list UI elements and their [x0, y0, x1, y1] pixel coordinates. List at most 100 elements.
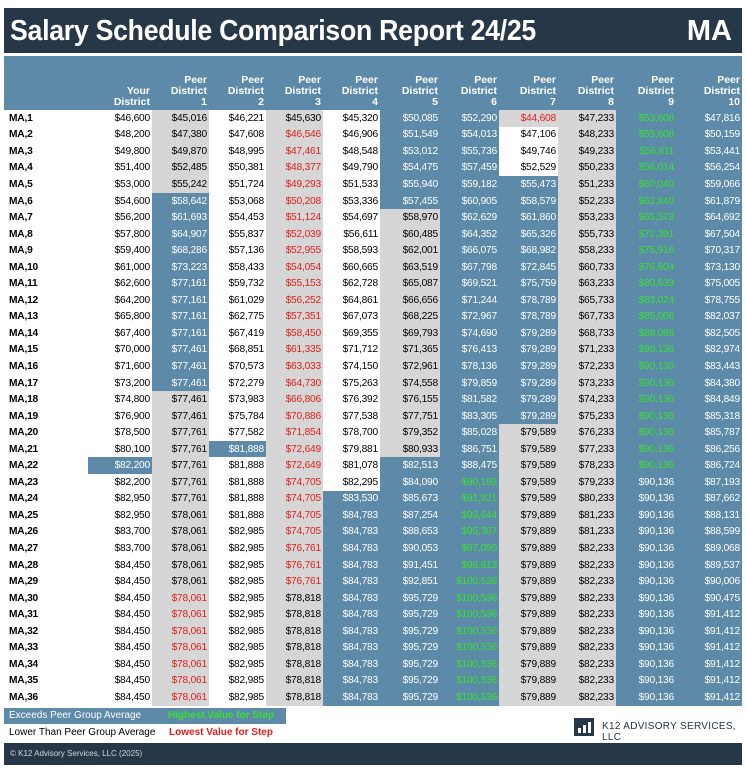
salary-cell: $84,450 [88, 556, 152, 574]
salary-cell: $67,073 [323, 308, 380, 326]
salary-cell: $72,279 [209, 374, 266, 392]
salary-cell: $79,589 [499, 457, 558, 475]
salary-cell: $74,150 [323, 358, 380, 375]
salary-cell: $46,906 [323, 126, 380, 144]
salary-cell: $53,608 [616, 110, 676, 127]
salary-cell: $74,705 [266, 507, 323, 524]
salary-cell: $55,940 [380, 176, 440, 193]
salary-cell: $73,233 [558, 374, 616, 392]
salary-cell: $64,200 [88, 292, 152, 309]
salary-cell: $84,783 [323, 639, 380, 657]
salary-cell: $44,608 [499, 110, 558, 127]
salary-cell: $84,090 [380, 474, 440, 491]
salary-cell: $51,233 [558, 176, 616, 193]
salary-cell: $68,286 [152, 242, 209, 259]
step-label: MA,30 [9, 592, 39, 604]
salary-cell: $85,787 [676, 424, 742, 441]
table-row: MA,28 $84,450 $78,061 $82,985 $76,761 $84,783… [4, 556, 742, 574]
salary-cell: $47,106 [499, 126, 558, 144]
salary-cell: $74,558 [380, 374, 440, 392]
salary-cell: $56,252 [266, 292, 323, 309]
header-line: District [401, 85, 438, 97]
table-row: MA,18 $74,800 $77,461 $73,983 $66,806 $76,392… [4, 391, 742, 408]
salary-cell: $63,033 [266, 358, 323, 375]
salary-cell: $60,733 [558, 258, 616, 276]
salary-cell: $53,068 [209, 192, 266, 210]
salary-cell: $58,579 [499, 192, 558, 210]
salary-cell: $81,233 [558, 523, 616, 541]
salary-cell: $77,761 [152, 474, 209, 491]
brand: K12 ADVISORY SERVICES, LLC [574, 718, 744, 743]
salary-cell: $79,889 [499, 606, 558, 623]
salary-cell: $57,351 [266, 308, 323, 326]
salary-cell: $68,225 [380, 308, 440, 326]
salary-cell: $76,900 [88, 407, 152, 425]
salary-cell: $78,818 [266, 639, 323, 657]
table-row: MA,30 $84,450 $78,061 $82,985 $78,818 $84,783… [4, 589, 742, 607]
salary-cell: $78,061 [152, 656, 209, 673]
salary-cell: $90,136 [616, 507, 676, 524]
salary-cell: $90,136 [616, 474, 676, 491]
salary-cell: $78,818 [266, 672, 323, 690]
salary-cell: $69,521 [440, 275, 499, 293]
step-label: MA,18 [9, 394, 39, 406]
salary-cell: $91,921 [440, 490, 499, 508]
salary-cell: $98,813 [440, 556, 499, 574]
salary-cell: $61,860 [499, 209, 558, 226]
salary-cell: $78,233 [558, 457, 616, 475]
salary-cell: $72,649 [266, 457, 323, 475]
salary-cell: $85,008 [616, 308, 676, 326]
copyright-text: © K12 Advisory Services, LLC (2025) [10, 749, 143, 758]
salary-cell: $79,289 [499, 374, 558, 392]
salary-cell: $90,136 [616, 407, 676, 425]
salary-cell: $53,336 [323, 192, 380, 210]
salary-cell: $73,200 [88, 374, 152, 392]
salary-cell: $56,254 [676, 159, 742, 177]
salary-cell: $50,085 [380, 110, 440, 127]
salary-cell: $82,200 [88, 474, 152, 491]
legend-lower: Lower Than Peer Group Average Lowest Val… [4, 725, 286, 741]
header-line: Peer [415, 74, 438, 86]
salary-cell: $90,136 [616, 556, 676, 574]
legend-highest-label: Highest Value for Step [167, 710, 275, 721]
salary-cell: $67,798 [440, 258, 499, 276]
salary-cell: $85,318 [676, 407, 742, 425]
salary-cell: $82,985 [209, 556, 266, 574]
salary-cell: $100,536 [440, 589, 499, 607]
salary-cell: $67,400 [88, 325, 152, 342]
salary-cell: $80,233 [558, 490, 616, 508]
salary-cell: $70,886 [266, 407, 323, 425]
salary-cell: $78,061 [152, 689, 209, 706]
salary-cell: $82,233 [558, 622, 616, 640]
salary-cell: $78,700 [323, 424, 380, 441]
salary-cell: $88,088 [616, 325, 676, 342]
salary-cell: $90,136 [616, 540, 676, 557]
salary-cell: $79,289 [499, 407, 558, 425]
salary-cell: $91,451 [380, 556, 440, 574]
salary-cell: $56,611 [323, 225, 380, 243]
salary-cell: $76,761 [266, 573, 323, 590]
salary-cell: $88,131 [676, 507, 742, 524]
salary-cell: $58,593 [323, 242, 380, 259]
header-line: District [637, 85, 674, 97]
salary-cell: $90,136 [616, 672, 676, 690]
header-line: Peer [184, 74, 207, 86]
salary-cell: $60,040 [616, 176, 676, 193]
salary-cell: $90,136 [616, 589, 676, 607]
salary-cell: $90,136 [616, 374, 676, 392]
salary-cell: $90,136 [616, 391, 676, 408]
salary-cell: $77,761 [152, 490, 209, 508]
header-line: 1 [201, 96, 207, 108]
salary-cell: $59,400 [88, 242, 152, 259]
salary-cell: $91,412 [676, 672, 742, 690]
salary-cell: $68,982 [499, 242, 558, 259]
salary-cell: $74,705 [266, 474, 323, 491]
salary-cell: $92,851 [380, 573, 440, 590]
header-line: 2 [258, 96, 264, 108]
salary-cell: $58,233 [558, 242, 616, 259]
step-label: MA,19 [9, 410, 39, 422]
salary-cell: $50,233 [558, 159, 616, 177]
peer-district-header: Peer District 10 [676, 56, 742, 110]
header-line: 7 [550, 96, 556, 108]
salary-cell: $79,352 [380, 424, 440, 441]
